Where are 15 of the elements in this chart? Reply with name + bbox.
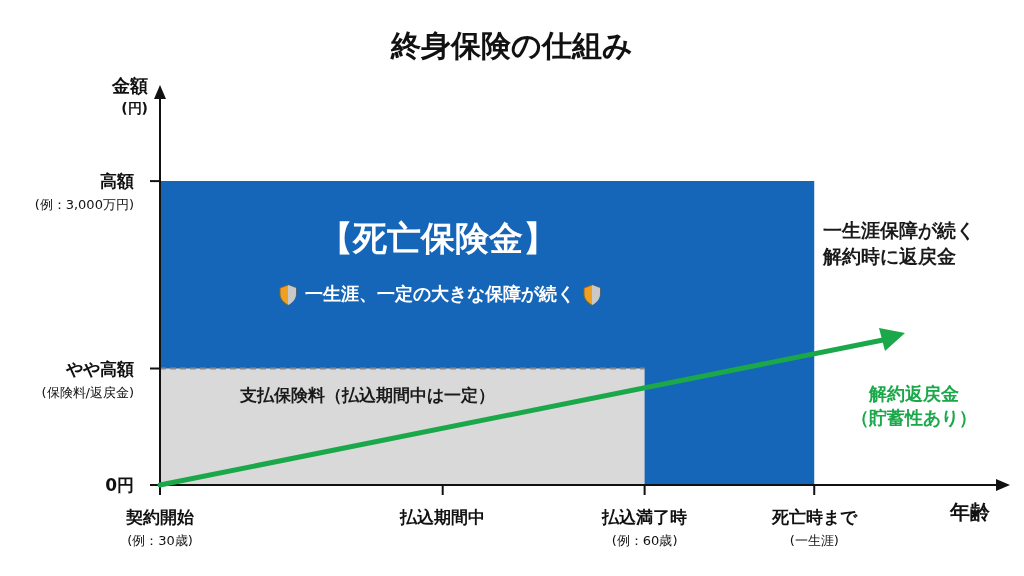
x-tick-label: 払込満了時 (例：60歳) [601,507,688,548]
y-tick-label: 0円 [105,475,134,495]
x-axis-title: 年齢 [950,499,990,526]
x-tick-label: 払込期間中 [399,507,486,527]
chart-title: 終身保険の仕組み [389,27,634,65]
x-tick-label: 契約開始 (例：30歳) [125,507,195,548]
annotation: 一生涯、一定の大きな保障が続く [304,283,576,304]
y-axis-title: 金額 (円) [111,75,148,118]
x-tick-label: 死亡時まで (一生涯) [770,507,858,548]
series-label: 支払保険料（払込期間中は一定） [240,384,496,407]
y-tick-label: やや高額 (保険料/返戻金) [41,358,134,400]
y-tick-label: 高額 (例：3,000万円) [34,171,134,213]
annotation: 一生涯保障が続く解約時に返戻金 [823,218,976,269]
annotation: 解約返戻金（貯蓄性あり） [849,382,978,431]
series-label: 【死亡保険金】 [318,217,558,260]
